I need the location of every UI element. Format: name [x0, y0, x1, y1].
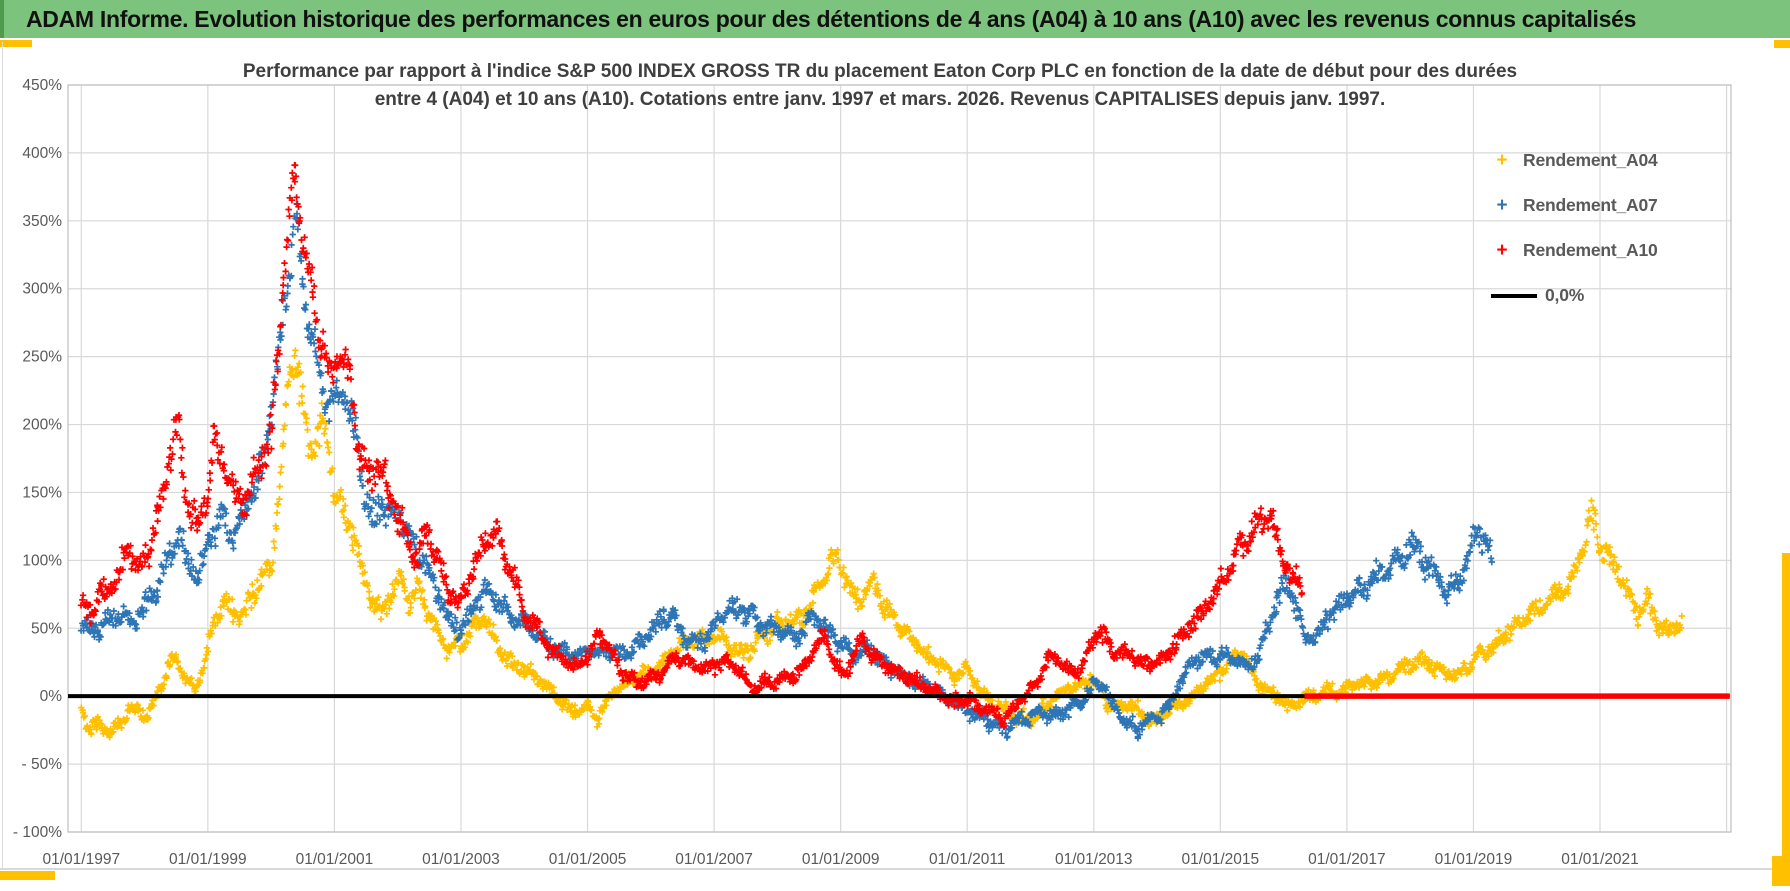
- legend-label: Rendement_A10: [1523, 240, 1658, 260]
- plot-frame: [67, 84, 1732, 833]
- header-bar: ADAM Informe. Evolution historique des p…: [0, 0, 1790, 38]
- chart-title-line2: entre 4 (A04) et 10 ans (A10). Cotations…: [374, 89, 1386, 110]
- y-tick-label: 0%: [40, 688, 63, 705]
- y-tick-label: 100%: [22, 552, 62, 569]
- vertical-scrollbar-thumb[interactable]: [1782, 553, 1790, 886]
- y-tick-label: 50%: [31, 620, 62, 637]
- y-tick-label: 450%: [22, 77, 62, 94]
- left-border: [2, 42, 3, 868]
- gold-accent-bottom-right: [1772, 856, 1790, 886]
- plus-marker-icon: +: [1496, 194, 1508, 216]
- zero-line-swatch: [1491, 293, 1537, 298]
- horizontal-scrollbar-thumb[interactable]: [0, 871, 55, 880]
- gold-accent-top-right: [1774, 40, 1790, 48]
- gold-accent-top-left: [0, 40, 32, 47]
- x-tick-label: 01/01/1999: [169, 851, 247, 868]
- plus-marker-icon: +: [1496, 239, 1508, 261]
- x-tick-label: 01/01/2001: [296, 851, 374, 868]
- page-title: ADAM Informe. Evolution historique des p…: [26, 5, 1637, 32]
- series-scatter-rendement_a04[interactable]: [78, 347, 1685, 741]
- chart-legend: + Rendement_A04 + Rendement_A07 + Rendem…: [1489, 138, 1729, 318]
- plus-marker-icon: +: [1496, 149, 1508, 171]
- x-tick-label: 01/01/2013: [1055, 851, 1133, 868]
- chart-title: Performance par rapport à l'indice S&P 5…: [185, 58, 1575, 114]
- y-tick-label: - 50%: [22, 756, 63, 773]
- x-tick-label: 01/01/2019: [1435, 851, 1513, 868]
- y-tick-label: 400%: [22, 145, 62, 162]
- y-tick-label: 150%: [22, 484, 62, 501]
- y-tick-label: 250%: [22, 349, 62, 366]
- x-tick-label: 01/01/2003: [422, 851, 500, 868]
- x-tick-label: 01/01/2005: [549, 851, 627, 868]
- y-tick-label: 300%: [22, 281, 62, 298]
- y-tick-label: 200%: [22, 417, 62, 434]
- x-tick-label: 01/01/2015: [1182, 851, 1260, 868]
- legend-item-rendement-a04[interactable]: + Rendement_A04: [1489, 138, 1729, 183]
- x-tick-label: 01/01/2017: [1308, 851, 1386, 868]
- legend-item-zero-line[interactable]: 0,0%: [1489, 273, 1729, 318]
- x-tick-label: 01/01/2021: [1561, 851, 1639, 868]
- x-tick-label: 01/01/2007: [675, 851, 753, 868]
- x-tick-label: 01/01/2009: [802, 851, 880, 868]
- chart-title-line1: Performance par rapport à l'indice S&P 5…: [242, 61, 1518, 82]
- legend-item-rendement-a10[interactable]: + Rendement_A10: [1489, 228, 1729, 273]
- legend-label: Rendement_A07: [1523, 195, 1658, 215]
- legend-label: 0,0%: [1545, 285, 1585, 305]
- bottom-divider: [0, 868, 1790, 870]
- y-tick-label: - 100%: [13, 824, 62, 841]
- series-scatter-rendement_a10[interactable]: [77, 161, 1306, 730]
- legend-label: Rendement_A04: [1523, 150, 1658, 170]
- series-scatter-rendement_a07[interactable]: [77, 200, 1495, 742]
- legend-item-rendement-a07[interactable]: + Rendement_A07: [1489, 183, 1729, 228]
- y-tick-label: 350%: [22, 213, 62, 230]
- x-tick-label: 01/01/1997: [42, 851, 120, 868]
- x-tick-label: 01/01/2011: [929, 851, 1005, 868]
